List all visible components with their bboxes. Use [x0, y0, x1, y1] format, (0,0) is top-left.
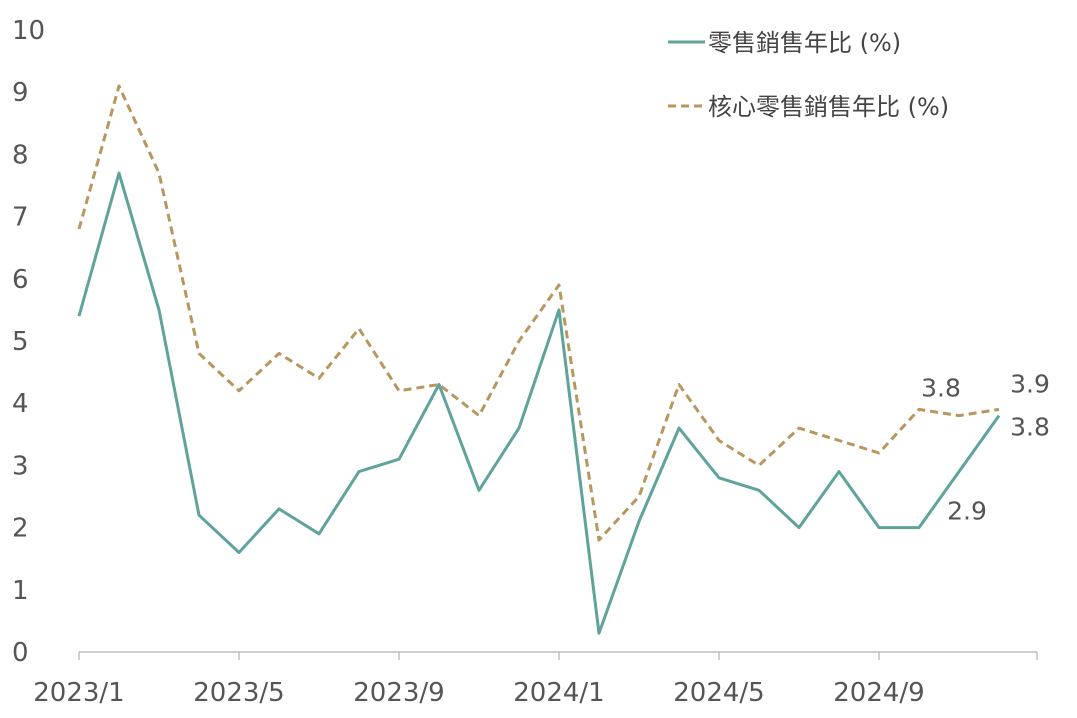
y-axis-labels: 0 1 2 3 4 5 6 7 8 9 10	[12, 16, 45, 668]
data-label: 3.8	[921, 373, 961, 402]
y-tick-label: 5	[12, 327, 29, 357]
data-label: 3.9	[1010, 369, 1050, 398]
y-tick-label: 1	[12, 576, 29, 606]
series-line-2	[77, 84, 1000, 542]
data-labels: 3.8 3.9 3.8 2.9	[921, 369, 1050, 525]
series-line-1	[77, 171, 1001, 635]
x-tick-label: 2023/1	[33, 678, 124, 708]
x-tick-label: 2024/9	[833, 678, 924, 708]
y-tick-label: 4	[12, 389, 29, 419]
data-label: 3.8	[1010, 413, 1050, 442]
y-tick-label: 3	[12, 451, 29, 481]
y-tick-label: 2	[12, 514, 29, 544]
x-tick-label: 2024/1	[513, 678, 604, 708]
x-ticks	[78, 652, 1038, 660]
legend-label: 零售銷售年比 (%)	[708, 29, 901, 57]
legend-label: 核心零售銷售年比 (%)	[708, 93, 949, 121]
y-tick-label: 6	[12, 265, 29, 295]
x-tick-label: 2023/9	[353, 678, 444, 708]
x-tick-label: 2023/5	[193, 678, 284, 708]
x-axis-labels: 2023/1 2023/5 2023/9 2024/1 2024/5 2024/9	[33, 678, 924, 708]
y-tick-label: 0	[12, 638, 29, 668]
data-label: 2.9	[947, 497, 987, 526]
y-tick-label: 8	[12, 140, 29, 170]
x-tick-label: 2024/5	[673, 678, 764, 708]
y-tick-label: 9	[12, 78, 29, 108]
series-lines	[77, 84, 1001, 635]
y-tick-label: 10	[12, 16, 45, 46]
legend: 零售銷售年比 (%) 核心零售銷售年比 (%)	[668, 29, 949, 121]
y-tick-label: 7	[12, 203, 29, 233]
